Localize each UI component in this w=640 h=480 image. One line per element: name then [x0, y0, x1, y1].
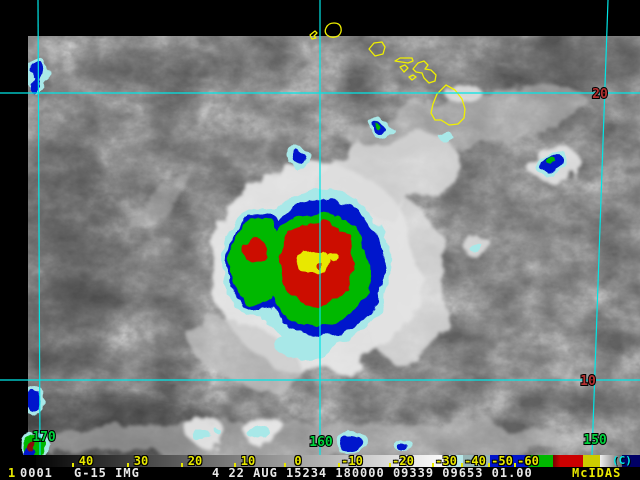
longitude-line-170w	[37, 0, 41, 455]
image-id: 0001	[20, 466, 53, 480]
sensor-label: G-15 IMG	[74, 466, 140, 480]
colorbar-tick: 30	[126, 455, 156, 467]
island-kauai	[324, 22, 342, 38]
colorbar-row: 40 30 20 10 0 -10 -20 -30 -40 -50 -60 (C…	[0, 455, 640, 467]
blob-small-cyan	[438, 131, 452, 141]
core-warm-spot	[316, 262, 322, 268]
enhanced-cloud-blobs	[22, 57, 569, 452]
island-hawaii-big-island	[430, 84, 466, 126]
colorbar-tick: 10	[233, 455, 263, 467]
colorbar-tick: -20	[388, 455, 418, 467]
island-molokai	[394, 57, 414, 64]
colorbar-tick: -60	[513, 455, 543, 467]
colorbar-unit-label: (C)	[612, 454, 632, 467]
longitude-label-160: 160	[309, 435, 333, 450]
blob-topleft	[26, 57, 48, 93]
island-maui	[412, 60, 437, 84]
datetime-readout: 4 22 AUG 15234 180000 09339 09653 01.00	[212, 466, 533, 480]
latitude-label-10: 10	[580, 374, 596, 389]
status-bar: 1 0001 G-15 IMG 4 22 AUG 15234 180000 09…	[0, 467, 640, 480]
blob-northeast	[367, 118, 393, 138]
mcidas-brand: McIDAS	[572, 466, 622, 480]
blob-bottomleft-corner	[21, 432, 49, 455]
scan-edge-left	[0, 0, 28, 455]
island-lanai	[399, 64, 409, 73]
latlon-grid	[0, 0, 640, 455]
hawaiian-islands-coastline	[309, 22, 466, 126]
colorbar-tick: -40	[460, 455, 490, 467]
blob-bottom-band	[192, 245, 482, 452]
blob-north-of-eye	[284, 147, 312, 167]
colorbar-tick: 0	[283, 455, 313, 467]
island-niihau	[309, 30, 318, 40]
colorbar-tick: -50	[487, 455, 517, 467]
blob-east-storm	[537, 149, 569, 177]
colorbar-tick: -30	[431, 455, 461, 467]
satellite-image-canvas[interactable]: 20 10 170 160 150	[0, 0, 640, 455]
colorbar-tick: -10	[337, 455, 367, 467]
island-kahoolawe	[408, 74, 417, 81]
colorbar-tick: 40	[71, 455, 101, 467]
latitude-label-20: 20	[592, 87, 608, 102]
longitude-label-150: 150	[583, 433, 607, 448]
longitude-label-170: 170	[32, 430, 56, 445]
longitude-line-150w	[591, 0, 609, 455]
colorbar-tick: 20	[180, 455, 210, 467]
temperature-colorbar: 40 30 20 10 0 -10 -20 -30 -40 -50 -60 (C…	[36, 455, 640, 467]
island-oahu	[368, 41, 386, 57]
core-yellow-layer	[295, 253, 337, 273]
frame-number: 1	[8, 466, 17, 480]
